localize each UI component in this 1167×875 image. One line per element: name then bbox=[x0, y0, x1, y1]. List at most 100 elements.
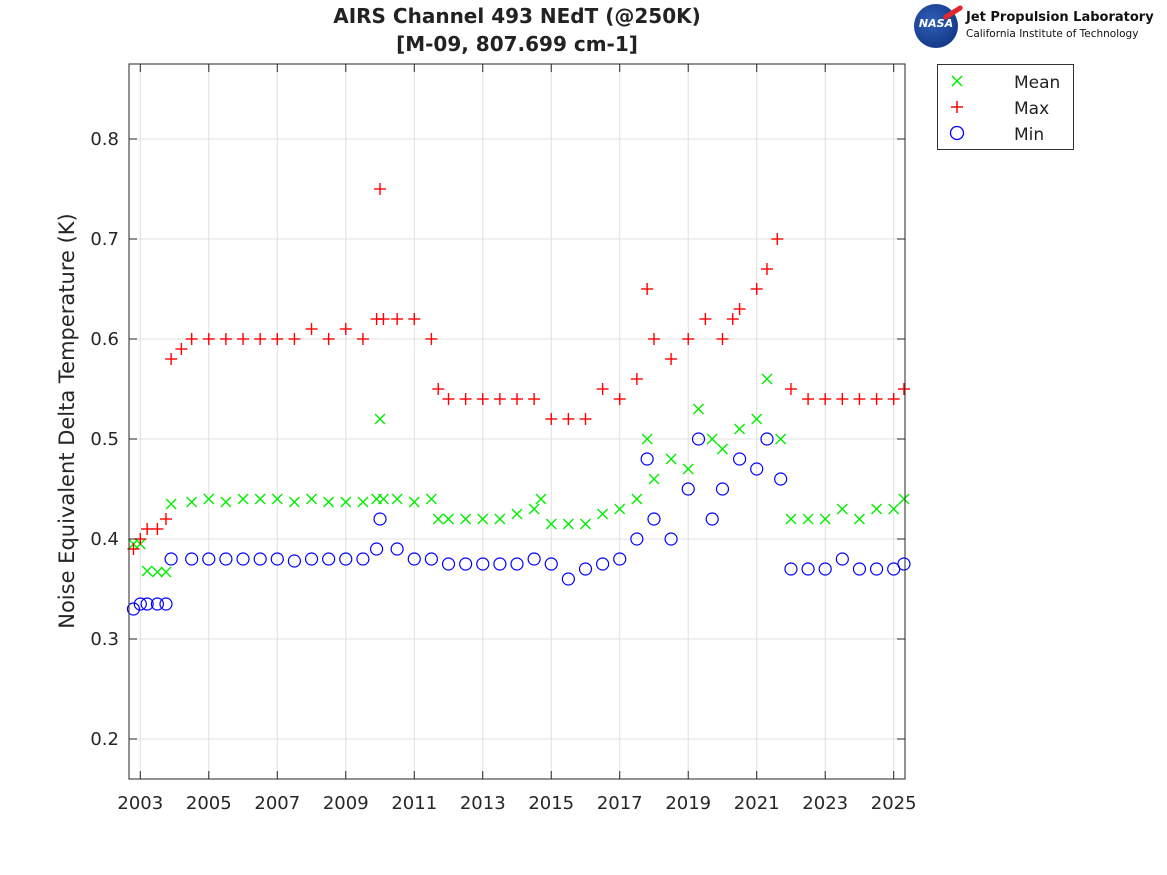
max-point bbox=[819, 393, 832, 405]
max-point bbox=[476, 393, 489, 405]
max-point bbox=[716, 333, 729, 345]
mean-point bbox=[734, 423, 746, 435]
min-point bbox=[664, 532, 678, 546]
max-point bbox=[897, 383, 910, 395]
y-tick-label: 0.5 bbox=[90, 429, 119, 450]
min-point bbox=[407, 552, 421, 566]
max-point bbox=[425, 333, 438, 345]
mean-point bbox=[237, 493, 249, 505]
x-tick-label: 2015 bbox=[528, 793, 574, 814]
mean-point bbox=[775, 433, 787, 445]
min-point bbox=[369, 542, 384, 556]
min-point bbox=[133, 597, 147, 611]
max-point bbox=[562, 413, 575, 425]
y-tick-label: 0.2 bbox=[90, 729, 119, 750]
x-tick-label: 2019 bbox=[665, 793, 711, 814]
mean-point bbox=[853, 513, 865, 525]
mean-point bbox=[648, 473, 660, 485]
chart-subtitle: [M-09, 807.699 cm-1] bbox=[396, 32, 638, 56]
y-tick-label: 0.3 bbox=[90, 629, 119, 650]
x-tick-label: 2005 bbox=[186, 793, 232, 814]
x-tick-label: 2025 bbox=[871, 793, 917, 814]
max-point bbox=[442, 393, 455, 405]
max-point bbox=[459, 393, 472, 405]
max-point bbox=[356, 333, 369, 345]
mean-point bbox=[271, 493, 283, 505]
min-point bbox=[304, 552, 319, 566]
min-point bbox=[150, 597, 165, 611]
mean-point bbox=[443, 513, 455, 525]
mean-point bbox=[898, 493, 910, 505]
max-point bbox=[159, 513, 172, 525]
min-point bbox=[691, 432, 706, 446]
x-tick-label: 2021 bbox=[734, 793, 780, 814]
mean-point bbox=[528, 503, 540, 515]
grid-lines bbox=[129, 64, 905, 779]
legend-entry-max: Max bbox=[938, 96, 1075, 120]
mean-point bbox=[425, 493, 437, 505]
legend-label-min: Min bbox=[1014, 125, 1045, 145]
min-point bbox=[322, 552, 336, 566]
max-point bbox=[665, 353, 678, 365]
axis-ticks: 2003 2005 2007 2009 2011 2013 2015 2017 2019 2021… bbox=[90, 64, 917, 814]
min-point bbox=[774, 472, 788, 486]
mean-point bbox=[888, 503, 900, 515]
plot-frame bbox=[128, 63, 906, 780]
mean-point bbox=[203, 493, 215, 505]
min-point bbox=[527, 552, 541, 566]
max-point bbox=[322, 333, 335, 345]
mean-point bbox=[682, 463, 694, 475]
mean-point bbox=[761, 373, 773, 385]
min-point bbox=[852, 562, 867, 576]
mean-point bbox=[819, 513, 831, 525]
min-point bbox=[544, 557, 558, 571]
legend-entry-mean: Mean bbox=[938, 70, 1075, 94]
min-circle-marker-icon bbox=[949, 125, 965, 141]
max-point bbox=[699, 313, 712, 325]
max-point bbox=[151, 523, 164, 535]
max-point bbox=[750, 283, 763, 295]
max-point bbox=[771, 233, 784, 245]
max-point bbox=[760, 263, 773, 275]
y-tick-label: 0.6 bbox=[90, 329, 119, 350]
jpl-name: Jet Propulsion Laboratory bbox=[966, 10, 1154, 25]
series-min bbox=[126, 432, 911, 616]
mean-point bbox=[836, 503, 848, 515]
x-tick-label: 2017 bbox=[597, 793, 643, 814]
min-point bbox=[185, 552, 199, 566]
x-tick-label: 2009 bbox=[323, 793, 369, 814]
min-point bbox=[339, 552, 353, 566]
x-tick-label: 2003 bbox=[117, 793, 163, 814]
min-point bbox=[818, 562, 832, 576]
mean-point bbox=[254, 493, 266, 505]
min-point bbox=[236, 552, 250, 566]
min-point bbox=[476, 557, 490, 571]
min-point bbox=[715, 482, 730, 496]
x-tick-label: 2007 bbox=[254, 793, 300, 814]
mean-point bbox=[165, 498, 177, 510]
mean-point bbox=[751, 413, 763, 425]
mean-point bbox=[220, 496, 232, 508]
max-point bbox=[596, 383, 609, 395]
max-point bbox=[237, 333, 250, 345]
min-point bbox=[159, 597, 173, 611]
mean-point bbox=[408, 496, 420, 508]
min-point bbox=[390, 542, 404, 556]
x-tick-label: 2011 bbox=[391, 793, 437, 814]
min-point bbox=[441, 557, 456, 571]
min-point bbox=[750, 462, 764, 476]
max-point bbox=[219, 333, 232, 345]
max-point bbox=[853, 393, 866, 405]
min-point bbox=[510, 557, 524, 571]
min-point bbox=[424, 552, 438, 566]
min-point bbox=[596, 557, 610, 571]
max-point bbox=[408, 313, 421, 325]
mean-point bbox=[535, 493, 547, 505]
min-point bbox=[561, 572, 575, 586]
min-point bbox=[270, 552, 284, 566]
min-point bbox=[356, 552, 370, 566]
mean-point bbox=[357, 496, 369, 508]
max-point bbox=[511, 393, 523, 405]
mean-point bbox=[288, 496, 300, 508]
max-point bbox=[784, 383, 797, 395]
